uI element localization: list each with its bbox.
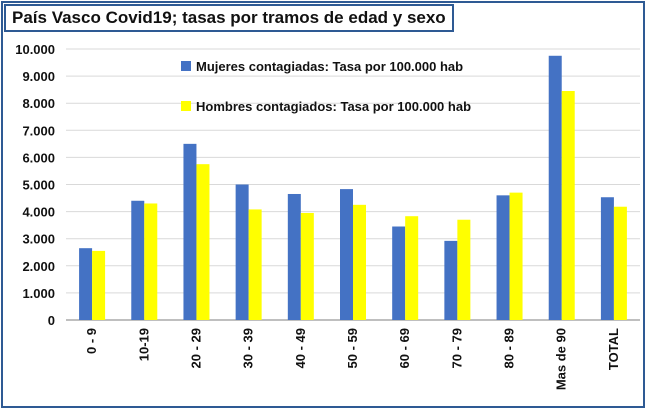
x-tick-label: 20 - 29: [188, 328, 203, 368]
bar-hombres: [405, 216, 419, 320]
y-tick-label: 6.000: [22, 150, 55, 165]
x-tick-label: 0 - 9: [84, 328, 99, 354]
bar-mujeres: [392, 226, 406, 320]
x-tick-label: 40 - 49: [293, 328, 308, 368]
y-axis-ticks: 0 1.000 2.000 3.000 4.000 5.000 6.000 7.000 8.00…: [15, 42, 55, 328]
y-tick-label: 10.000: [15, 42, 55, 57]
legend-label: Mujeres contagiadas: Tasa por 100.000 ha…: [196, 59, 463, 74]
bar-hombres: [92, 250, 106, 320]
x-tick-label: 50 - 59: [345, 328, 360, 368]
chart-frame: [1, 1, 645, 408]
y-tick-label: 4.000: [22, 205, 55, 220]
y-tick-label: 1.000: [22, 286, 55, 301]
bar-mujeres: [496, 195, 510, 320]
bar-mujeres: [340, 189, 353, 320]
y-tick-label: 9.000: [22, 69, 55, 84]
chart-title-box: País Vasco Covid19; tasas por tramos de …: [4, 4, 454, 32]
x-tick-label: 60 - 69: [397, 328, 412, 368]
bar-hombres: [248, 209, 262, 320]
bar-mujeres: [548, 55, 562, 321]
legend-label: Hombres contagiados: Tasa por 100.000 ha…: [196, 99, 471, 114]
x-tick-label: 80 - 89: [502, 328, 517, 368]
bars: [79, 55, 627, 321]
x-tick-label: 10-19: [136, 328, 151, 361]
bar-hombres: [196, 164, 210, 320]
bar-mujeres: [235, 184, 249, 320]
y-tick-label: 0: [48, 313, 55, 328]
bar-hombres: [509, 192, 523, 320]
legend-swatch: [181, 61, 191, 71]
bar-mujeres: [287, 193, 301, 320]
x-axis-ticks: 0 - 9 10-19 20 - 29 30 - 39 40 - 49 50 - 59 60…: [84, 328, 621, 390]
bar-mujeres: [600, 197, 614, 320]
bar-hombres: [561, 91, 575, 320]
x-tick-label: 70 - 79: [449, 328, 464, 368]
bar-hombres: [353, 204, 366, 320]
bar-mujeres: [444, 240, 458, 320]
legend-swatch: [181, 101, 191, 111]
x-tick-label: Mas de 90: [554, 328, 569, 390]
y-tick-label: 5.000: [22, 178, 55, 193]
bar-mujeres: [183, 143, 197, 320]
bar-mujeres: [79, 248, 93, 320]
y-tick-label: 2.000: [22, 259, 55, 274]
chart-title: País Vasco Covid19; tasas por tramos de …: [12, 8, 446, 27]
bar-mujeres: [131, 200, 145, 320]
y-tick-label: 8.000: [22, 96, 55, 111]
y-tick-label: 7.000: [22, 123, 55, 138]
bar-hombres: [300, 212, 314, 320]
y-tick-label: 3.000: [22, 232, 55, 247]
x-tick-label: 30 - 39: [241, 328, 256, 368]
bar-hombres: [144, 203, 158, 320]
legend: Mujeres contagiadas: Tasa por 100.000 ha…: [181, 59, 471, 114]
bar-hombres: [457, 219, 471, 320]
bar-hombres: [613, 206, 627, 320]
x-tick-label: TOTAL: [606, 328, 621, 370]
